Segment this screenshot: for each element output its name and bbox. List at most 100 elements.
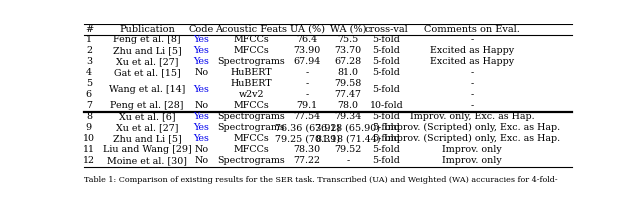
Text: 10-fold: 10-fold <box>370 101 403 110</box>
Text: 5-fold: 5-fold <box>372 85 401 94</box>
Text: Yes: Yes <box>193 35 209 45</box>
Text: 79.58: 79.58 <box>334 79 362 88</box>
Text: cross-val: cross-val <box>365 25 408 34</box>
Text: Xu et al. [6]: Xu et al. [6] <box>118 112 175 121</box>
Text: Code: Code <box>189 25 214 34</box>
Text: Zhu and Li [5]: Zhu and Li [5] <box>113 134 181 143</box>
Text: Improv. (Scripted) only, Exc. as Hap.: Improv. (Scripted) only, Exc. as Hap. <box>384 134 560 143</box>
Text: Table 1: Comparison of existing results for the SER task. Transcribed (UA) and W: Table 1: Comparison of existing results … <box>84 176 557 184</box>
Text: Yes: Yes <box>193 123 209 132</box>
Text: 3: 3 <box>86 57 92 66</box>
Text: 5: 5 <box>86 79 92 88</box>
Text: 77.47: 77.47 <box>334 90 362 99</box>
Text: HuBERT: HuBERT <box>230 68 272 77</box>
Text: Gat et al. [15]: Gat et al. [15] <box>113 68 180 77</box>
Text: 5-fold: 5-fold <box>372 68 401 77</box>
Text: 5-fold: 5-fold <box>372 145 401 154</box>
Text: 6: 6 <box>86 90 92 99</box>
Text: MFCCs: MFCCs <box>233 47 269 55</box>
Text: 78.0: 78.0 <box>337 101 358 110</box>
Text: No: No <box>195 145 209 154</box>
Text: Spectrograms: Spectrograms <box>217 57 285 66</box>
Text: 5-fold: 5-fold <box>372 47 401 55</box>
Text: 78.30: 78.30 <box>294 145 321 154</box>
Text: Xu et al. [27]: Xu et al. [27] <box>116 57 178 66</box>
Text: 81.18 (71.44): 81.18 (71.44) <box>316 134 380 143</box>
Text: MFCCs: MFCCs <box>233 35 269 45</box>
Text: -: - <box>305 68 308 77</box>
Text: Comments on Eval.: Comments on Eval. <box>424 25 520 34</box>
Text: 12: 12 <box>83 156 95 165</box>
Text: Spectrograms: Spectrograms <box>217 112 285 121</box>
Text: 8: 8 <box>86 112 92 121</box>
Text: Spectrograms: Spectrograms <box>217 156 285 165</box>
Text: Peng et al. [28]: Peng et al. [28] <box>110 101 184 110</box>
Text: Spectrograms: Spectrograms <box>217 123 285 132</box>
Text: Feng et al. [8]: Feng et al. [8] <box>113 35 180 45</box>
Text: 4: 4 <box>86 68 92 77</box>
Text: 67.94: 67.94 <box>294 57 321 66</box>
Text: 5-fold: 5-fold <box>372 35 401 45</box>
Text: 73.90: 73.90 <box>294 47 321 55</box>
Text: HuBERT: HuBERT <box>230 79 272 88</box>
Text: MFCCs: MFCCs <box>233 101 269 110</box>
Text: 5-fold: 5-fold <box>372 112 401 121</box>
Text: 2: 2 <box>86 47 92 55</box>
Text: MFCCs: MFCCs <box>233 134 269 143</box>
Text: Yes: Yes <box>193 85 209 94</box>
Text: -: - <box>470 35 474 45</box>
Text: 67.28: 67.28 <box>334 57 362 66</box>
Text: -: - <box>470 79 474 88</box>
Text: 79.52: 79.52 <box>334 145 362 154</box>
Text: 76.36 (63.92): 76.36 (63.92) <box>275 123 340 132</box>
Text: UA (%): UA (%) <box>290 25 324 34</box>
Text: Excited as Happy: Excited as Happy <box>430 57 514 66</box>
Text: Acoustic Feats: Acoustic Feats <box>215 25 287 34</box>
Text: 77.22: 77.22 <box>294 156 321 165</box>
Text: 76.18 (65.90): 76.18 (65.90) <box>316 123 380 132</box>
Text: 5-fold: 5-fold <box>372 57 401 66</box>
Text: No: No <box>195 101 209 110</box>
Text: 81.0: 81.0 <box>337 68 358 77</box>
Text: 11: 11 <box>83 145 95 154</box>
Text: w2v2: w2v2 <box>238 90 264 99</box>
Text: 10: 10 <box>83 134 95 143</box>
Text: 1: 1 <box>86 35 92 45</box>
Text: No: No <box>195 156 209 165</box>
Text: 9: 9 <box>86 123 92 132</box>
Text: 77.54: 77.54 <box>294 112 321 121</box>
Text: 7: 7 <box>86 101 92 110</box>
Text: -: - <box>470 90 474 99</box>
Text: 5-fold: 5-fold <box>372 156 401 165</box>
Text: 73.70: 73.70 <box>334 47 362 55</box>
Text: 5-fold: 5-fold <box>372 134 401 143</box>
Text: #: # <box>85 25 93 34</box>
Text: 76.4: 76.4 <box>296 35 317 45</box>
Text: 79.25 (70.39): 79.25 (70.39) <box>275 134 340 143</box>
Text: Yes: Yes <box>193 112 209 121</box>
Text: Zhu and Li [5]: Zhu and Li [5] <box>113 47 181 55</box>
Text: WA (%): WA (%) <box>330 25 366 34</box>
Text: Yes: Yes <box>193 47 209 55</box>
Text: Improv. only, Exc. as Hap.: Improv. only, Exc. as Hap. <box>410 112 534 121</box>
Text: 79.1: 79.1 <box>296 101 317 110</box>
Text: Yes: Yes <box>193 134 209 143</box>
Text: Excited as Happy: Excited as Happy <box>430 47 514 55</box>
Text: Moine et al. [30]: Moine et al. [30] <box>107 156 187 165</box>
Text: Improv. only: Improv. only <box>442 156 502 165</box>
Text: Yes: Yes <box>193 57 209 66</box>
Text: 79.34: 79.34 <box>334 112 362 121</box>
Text: Wang et al. [14]: Wang et al. [14] <box>109 85 185 94</box>
Text: -: - <box>470 101 474 110</box>
Text: -: - <box>470 68 474 77</box>
Text: Publication: Publication <box>119 25 175 34</box>
Text: Xu et al. [27]: Xu et al. [27] <box>116 123 178 132</box>
Text: No: No <box>195 68 209 77</box>
Text: Liu and Wang [29]: Liu and Wang [29] <box>102 145 191 154</box>
Text: Improv. only: Improv. only <box>442 145 502 154</box>
Text: -: - <box>305 90 308 99</box>
Text: -: - <box>305 79 308 88</box>
Text: MFCCs: MFCCs <box>233 145 269 154</box>
Text: 75.5: 75.5 <box>337 35 358 45</box>
Text: 5-fold: 5-fold <box>372 123 401 132</box>
